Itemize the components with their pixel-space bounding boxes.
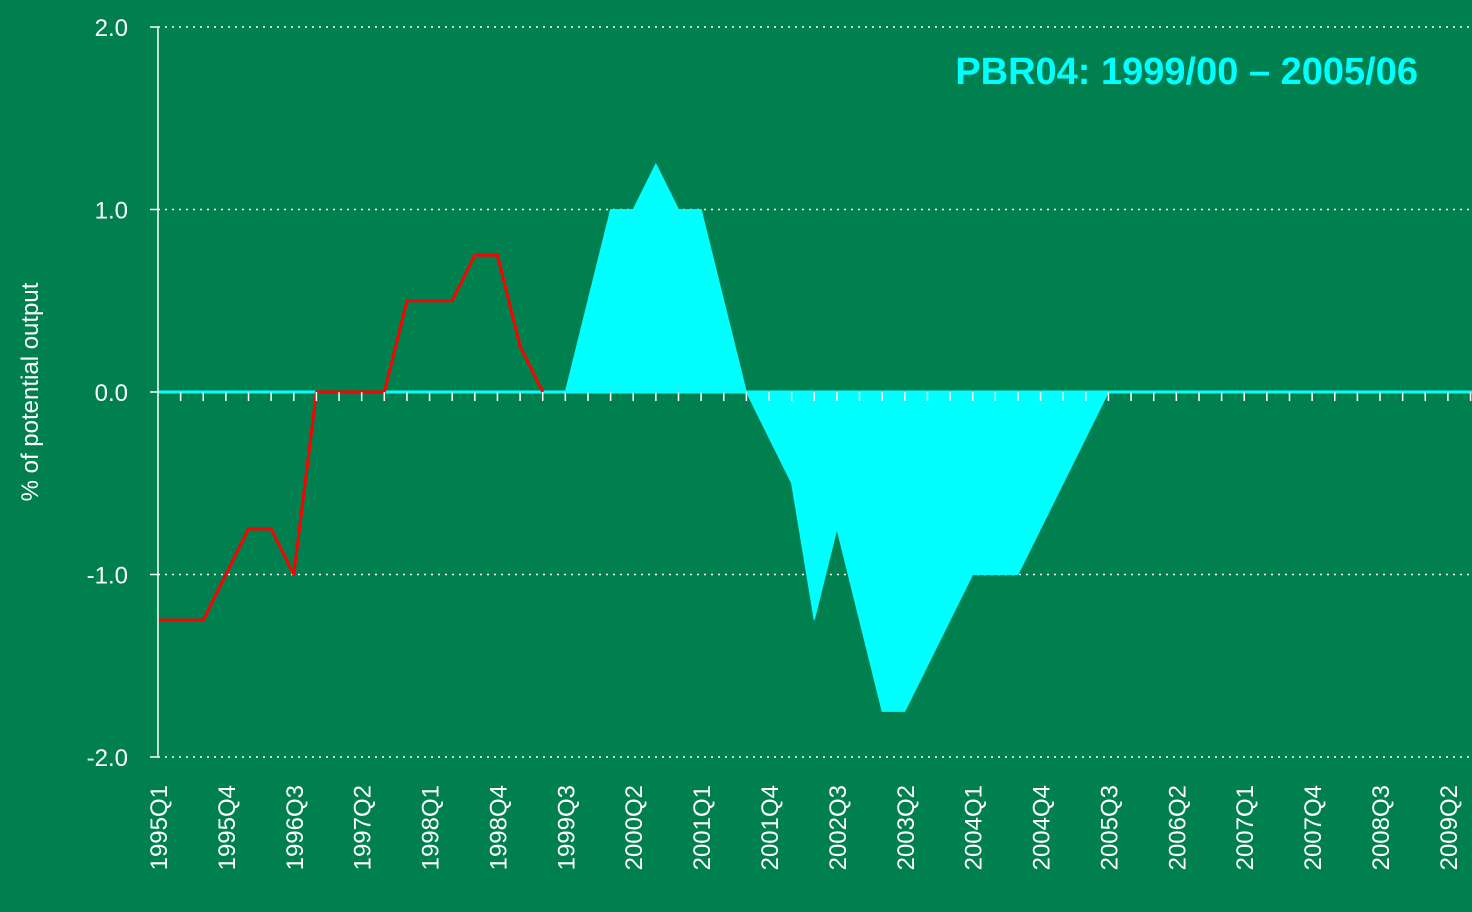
x-tick-label: 1997Q2 [350,785,377,870]
y-tick-label: 0.0 [95,380,128,407]
chart-title: PBR04: 1999/00 – 2005/06 [955,51,1418,93]
x-tick-label: 2003Q2 [893,785,920,870]
x-tick-label: 2004Q1 [961,785,988,870]
x-tick-label: 1999Q3 [553,785,580,870]
x-tick-label: 2007Q4 [1300,785,1327,870]
x-tick-label: 2005Q3 [1096,785,1123,870]
x-tick-label: 1996Q3 [282,785,309,870]
x-tick-label: 2006Q2 [1164,785,1191,870]
y-tick-label: 2.0 [95,15,128,42]
x-tick-label: 2001Q1 [689,785,716,870]
y-tick-label: 1.0 [95,198,128,225]
x-tick-label: 1998Q1 [418,785,445,870]
x-tick-label: 2008Q3 [1368,785,1395,870]
x-tick-label: 1995Q1 [146,785,173,870]
x-tick-label: 2001Q4 [757,785,784,870]
line [158,253,545,622]
x-tick-label: 2009Q2 [1436,785,1463,870]
x-tick-label: 2007Q1 [1232,785,1259,870]
y-axis-label: % of potential output [17,282,44,501]
x-tick-label: 2002Q3 [825,785,852,870]
x-tick-label: 2000Q2 [621,785,648,870]
x-tick-label: 1995Q4 [214,785,241,870]
x-tick-label: 2004Q4 [1029,785,1056,870]
x-tick-label: 1998Q4 [485,785,512,870]
y-tick-label: -1.0 [87,563,128,590]
y-tick-label: -2.0 [87,745,128,772]
